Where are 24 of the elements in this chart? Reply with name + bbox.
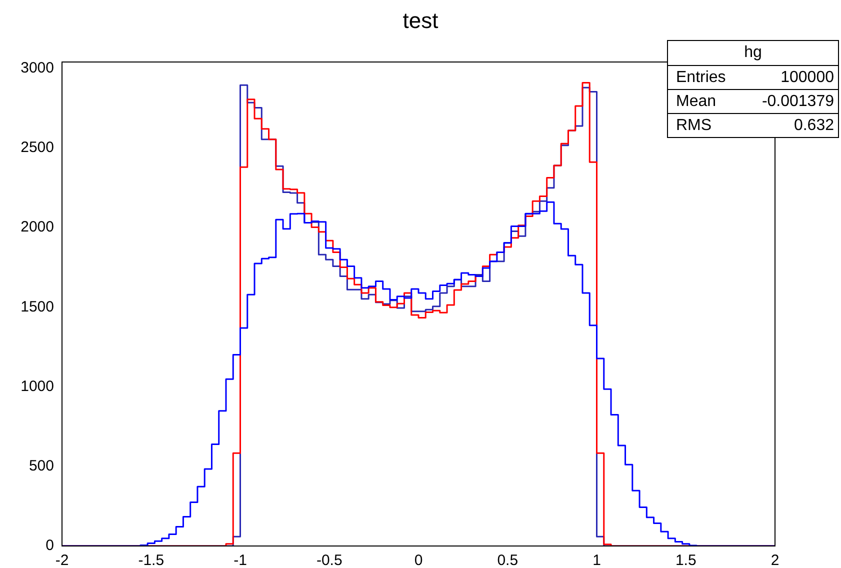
annotation: RMS: [676, 116, 712, 136]
x-tick-label: -1: [234, 552, 247, 568]
y-tick-label: 1500: [20, 298, 54, 316]
x-tick-label: 1: [592, 552, 601, 568]
annotation: Entries: [676, 68, 726, 88]
y-tick-label: 0: [46, 537, 54, 554]
x-tick-label: 1.5: [675, 552, 696, 568]
x-tick-label: -1.5: [138, 552, 164, 568]
x-tick-label: -0.5: [316, 552, 342, 568]
text: 0.632: [794, 116, 834, 136]
y-tick-label: 3000: [20, 60, 54, 77]
annotation: Mean: [676, 92, 716, 112]
x-tick-label: 0: [414, 552, 423, 568]
annotation: -0.001379: [762, 92, 834, 112]
text: 100000: [780, 68, 834, 88]
y-tick-label: 500: [28, 458, 54, 475]
x-tick-label: -2: [55, 552, 69, 568]
x-tick-label: 0.5: [497, 552, 518, 568]
chart-title: test: [402, 8, 438, 34]
y-tick-label: 1000: [20, 378, 54, 395]
y-tick-label: 2500: [20, 139, 54, 156]
text: hg: [668, 41, 838, 66]
x-tick-label: 2: [770, 552, 780, 568]
y-tick-label: 2000: [20, 218, 54, 236]
